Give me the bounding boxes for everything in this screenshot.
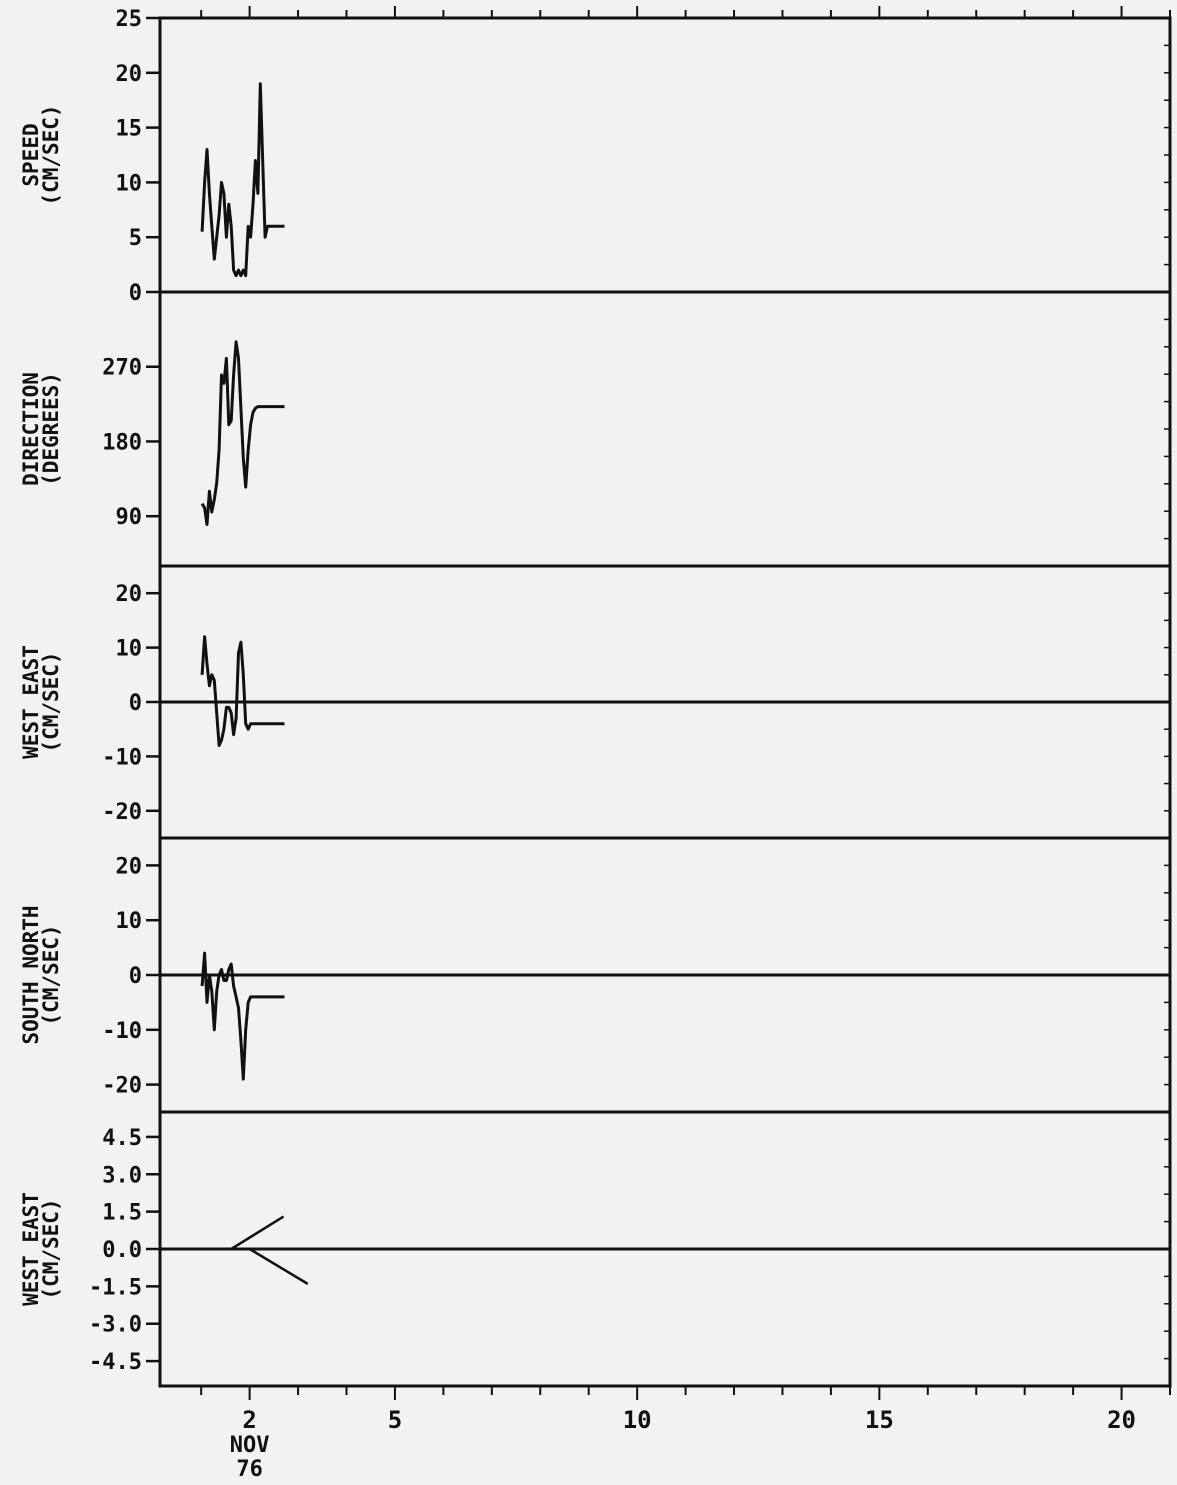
y-tick-label: -10 — [102, 745, 142, 770]
y-axis-label-line: WEST EAST — [19, 645, 43, 759]
panel-2: 90 180 270 DIRECTION(DEGREES) — [19, 290, 1172, 568]
y-tick-label: 270 — [102, 356, 142, 381]
y-axis-label-line: (DEGREES) — [39, 372, 63, 486]
x-tick-label: 5 — [388, 1406, 402, 1434]
vector-stick — [248, 1247, 309, 1285]
y-tick-label: 3.0 — [102, 1163, 142, 1188]
series-line — [200, 951, 285, 1081]
y-tick-label: 90 — [116, 505, 143, 530]
y-tick-label: -20 — [102, 800, 142, 825]
y-axis-label: DIRECTION(DEGREES) — [19, 372, 63, 486]
panel-frame — [158, 290, 1172, 568]
y-tick-label: 10 — [116, 909, 143, 934]
y-axis-label: SPEED(CM/SEC) — [19, 104, 63, 205]
x-month-label: NOV — [230, 1433, 270, 1458]
y-axis-label-line: (CM/SEC) — [39, 1198, 63, 1299]
y-tick-label: -4.5 — [89, 1350, 142, 1375]
y-axis-label: WEST EAST(CM/SEC) — [19, 1192, 63, 1306]
y-tick-label: -3.0 — [89, 1313, 142, 1338]
y-tick-label: -10 — [102, 1019, 142, 1044]
y-tick-label: -20 — [102, 1074, 142, 1099]
series-line — [200, 635, 285, 747]
y-tick-label: 0 — [129, 964, 142, 989]
y-axis-label-line: (CM/SEC) — [39, 104, 63, 205]
y-tick-label: 10 — [116, 171, 143, 196]
y-tick-label: 15 — [116, 117, 143, 142]
y-tick-label: 0.0 — [102, 1238, 142, 1263]
y-axis-label-line: SOUTH NORTH — [19, 905, 43, 1044]
panel-4: -20 -10 0 10 20 SOUTH NORTH(CM/SEC) — [19, 836, 1172, 1114]
vector-stick — [230, 1215, 285, 1251]
y-axis-label: WEST EAST(CM/SEC) — [19, 645, 63, 759]
y-tick-label: -1.5 — [89, 1275, 142, 1300]
y-axis-label-line: DIRECTION — [19, 372, 43, 486]
y-axis-label-line: WEST EAST — [19, 1192, 43, 1306]
y-tick-label: 20 — [116, 854, 143, 879]
y-tick-label: 4.5 — [102, 1126, 142, 1151]
panel-5: -4.5 -3.0 -1.5 0.0 1.5 3.0 4.5 WEST EAST(CM/SEC… — [19, 1110, 1172, 1388]
y-axis-label-line: (CM/SEC) — [39, 651, 63, 752]
panel-3: -20 -10 0 10 20 WEST EAST(CM/SEC) — [19, 564, 1172, 840]
x-tick-label: 20 — [1107, 1406, 1136, 1434]
x-tick-label: 2 — [242, 1406, 256, 1434]
y-tick-label: 1.5 — [102, 1201, 142, 1226]
y-tick-label: 5 — [129, 226, 142, 251]
x-year-label: 76 — [236, 1457, 263, 1482]
series-line — [200, 82, 285, 278]
panel-1: 0 5 10 15 20 25 SPEED(CM/SEC) — [19, 7, 1172, 306]
y-tick-label: 25 — [116, 7, 143, 32]
panel-frame — [158, 16, 1172, 294]
x-tick-label: 10 — [623, 1406, 652, 1434]
y-axis-label: SOUTH NORTH(CM/SEC) — [19, 905, 63, 1044]
y-tick-label: 180 — [102, 430, 142, 455]
y-tick-label: 20 — [116, 62, 143, 87]
x-tick-label: 15 — [865, 1406, 894, 1434]
y-tick-label: 20 — [116, 582, 143, 607]
series-line — [200, 340, 285, 526]
y-axis-label-line: SPEED — [19, 123, 43, 186]
y-tick-label: 10 — [116, 637, 143, 662]
y-axis-label-line: (CM/SEC) — [39, 924, 63, 1025]
y-tick-label: 0 — [129, 281, 142, 306]
y-tick-label: 0 — [129, 691, 142, 716]
